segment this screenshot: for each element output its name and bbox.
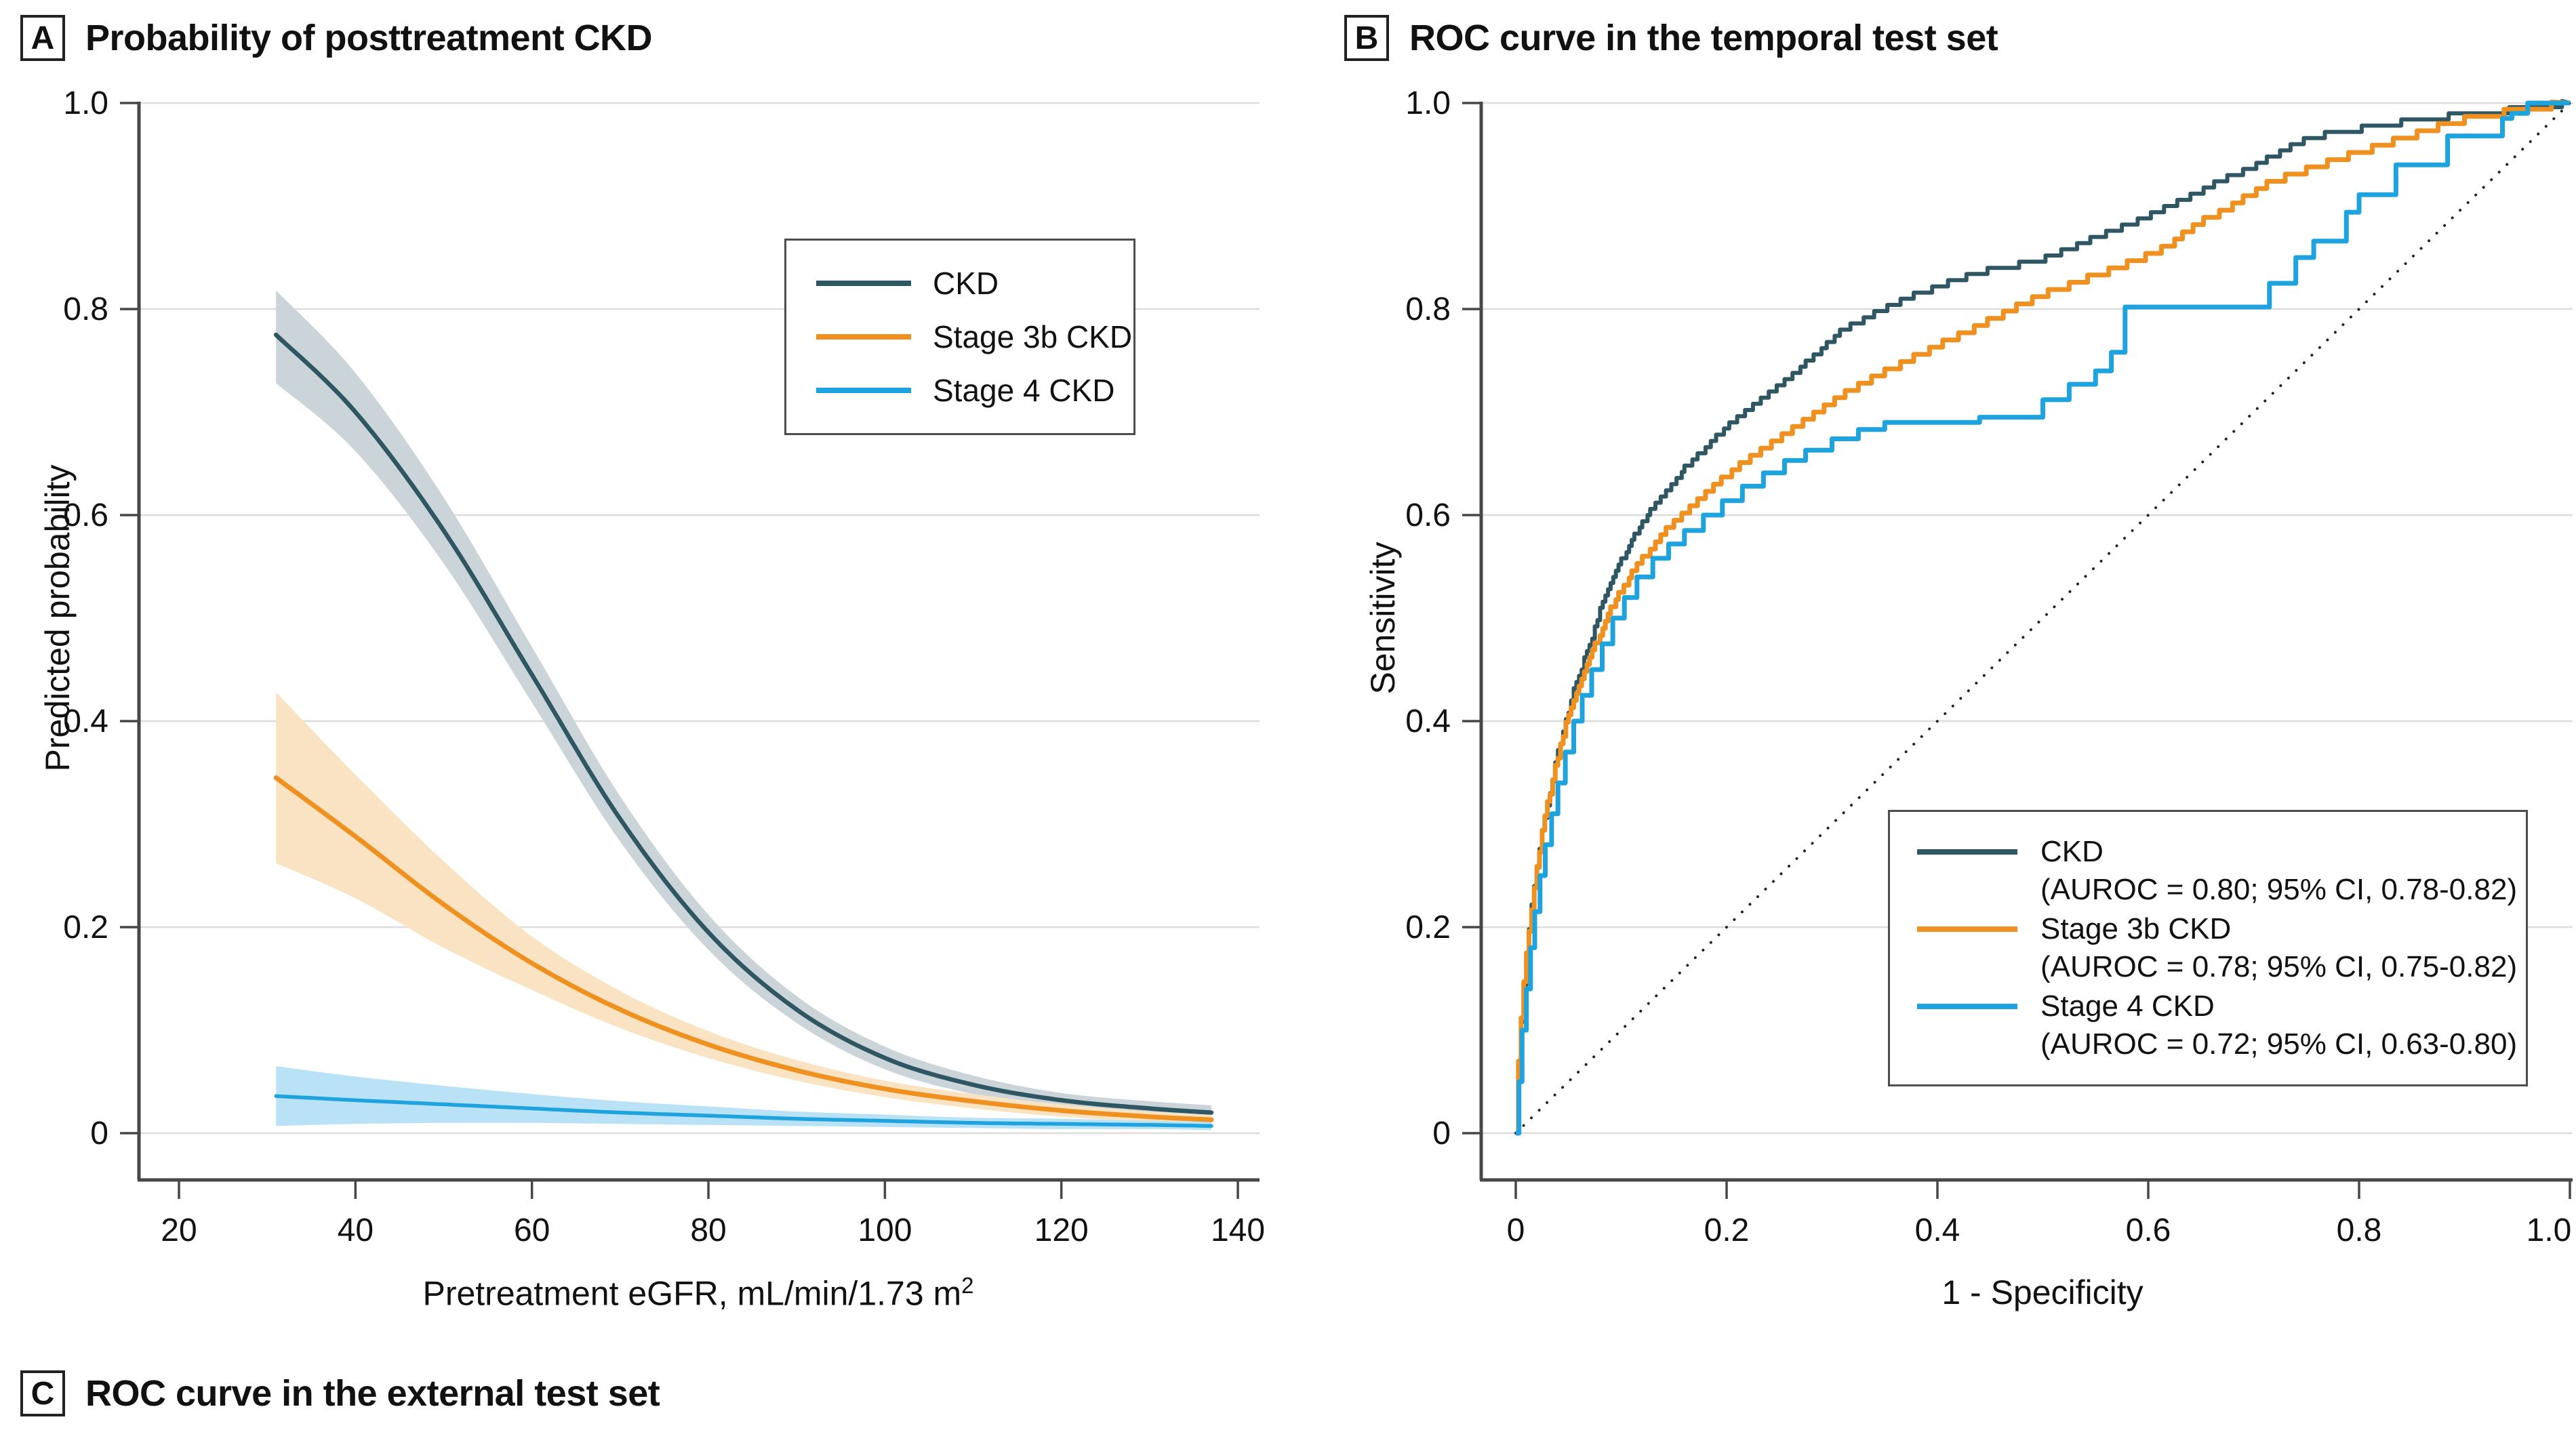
svg-text:140: 140 <box>1211 1212 1265 1248</box>
svg-text:40: 40 <box>338 1212 374 1248</box>
roc-curve-Stage 3b CKD <box>1516 100 2571 1136</box>
svg-text:0: 0 <box>90 1116 108 1151</box>
svg-text:0.6: 0.6 <box>1405 497 1451 533</box>
svg-text:0: 0 <box>1432 1116 1451 1151</box>
panel-a-x-axis-title: Pretreatment eGFR, mL/min/1.73 m2 <box>422 1273 973 1313</box>
legend-label: Stage 3b CKD <box>2040 912 2232 945</box>
panel-a-title: Probability of posttreatment CKD <box>85 18 653 58</box>
legend-auroc-text: (AUROC = 0.80; 95% CI, 0.78-0.82) <box>2040 873 2518 906</box>
svg-text:0.4: 0.4 <box>1405 703 1451 739</box>
svg-text:1.0: 1.0 <box>1405 85 1451 121</box>
svg-text:120: 120 <box>1034 1212 1089 1248</box>
svg-text:20: 20 <box>161 1212 197 1248</box>
svg-text:0.4: 0.4 <box>63 703 108 739</box>
svg-text:0.6: 0.6 <box>63 497 108 533</box>
svg-text:0.2: 0.2 <box>1405 910 1451 945</box>
panel-c-title: ROC curve in the external test set <box>85 1373 660 1414</box>
legend-line-swatch <box>1917 1004 2017 1009</box>
svg-text:0.2: 0.2 <box>63 910 108 945</box>
svg-text:0.4: 0.4 <box>1915 1212 1960 1248</box>
legend-item-stage-4-ckd: Stage 4 CKD (AUROC = 0.72; 95% CI, 0.63-0… <box>1917 989 2518 1061</box>
panel-a-x-axis-title-text: Pretreatment eGFR, mL/min/1.73 m <box>422 1274 962 1313</box>
svg-text:0.2: 0.2 <box>1704 1212 1750 1248</box>
svg-text:1.0: 1.0 <box>2527 1212 2572 1248</box>
legend-item-ckd: CKD (AUROC = 0.80; 95% CI, 0.78-0.82) <box>1917 835 2518 907</box>
panel-b-y-axis-title: Sensitivity <box>1364 542 1402 695</box>
panel-a-plot: 20 40 60 80 100 120 140 0 0.2 0.4 0.6 0.8 1.0 <box>63 85 1265 1248</box>
svg-text:60: 60 <box>514 1212 550 1248</box>
panel-a-letter: A <box>20 15 65 61</box>
mean-line-Stage 4 CKD <box>274 1094 1213 1128</box>
legend-auroc-text: (AUROC = 0.72; 95% CI, 0.63-0.80) <box>2040 1027 2518 1061</box>
panel-a-y-axis-title: Predicted probability <box>39 464 77 772</box>
legend-item-ckd: CKD <box>816 265 1104 302</box>
svg-text:0.8: 0.8 <box>63 291 108 327</box>
panel-c-header: C ROC curve in the external test set <box>20 1370 660 1416</box>
legend-line-swatch <box>1917 926 2017 932</box>
panel-a-legend: CKD Stage 3b CKD Stage 4 CKD <box>784 239 1135 435</box>
legend-line-swatch <box>816 281 911 286</box>
panel-b-plot: 0 0.2 0.4 0.6 0.8 1.0 0 0.2 0.4 0.6 0.8 1.0 <box>1405 85 2573 1248</box>
roc-curve-Stage 4 CKD <box>1516 100 2570 1136</box>
svg-text:0.6: 0.6 <box>2126 1212 2171 1248</box>
mean-line-Stage 3b CKD <box>273 775 1214 1122</box>
legend-line-swatch <box>816 334 911 340</box>
legend-label: Stage 4 CKD <box>933 373 1115 408</box>
legend-item-stage-4-ckd: Stage 4 CKD <box>816 372 1114 409</box>
legend-auroc-text: (AUROC = 0.78; 95% CI, 0.75-0.82) <box>2040 950 2518 983</box>
svg-text:0.8: 0.8 <box>1405 291 1451 327</box>
mean-line-CKD <box>273 332 1214 1115</box>
svg-text:1.0: 1.0 <box>63 85 108 121</box>
legend-item-stage-3b-ckd: Stage 3b CKD <box>816 319 1132 355</box>
svg-text:100: 100 <box>858 1212 912 1248</box>
legend-label: Stage 3b CKD <box>933 319 1133 354</box>
legend-line-swatch <box>1917 849 2017 855</box>
svg-text:80: 80 <box>690 1212 726 1248</box>
panel-b-header: B ROC curve in the temporal test set <box>1344 15 1998 61</box>
svg-text:0.8: 0.8 <box>2337 1212 2382 1248</box>
ci-band-Stage 4 CKD <box>276 1066 1212 1130</box>
legend-label: CKD <box>933 266 999 301</box>
svg-text:0: 0 <box>1507 1212 1525 1248</box>
panel-b-letter: B <box>1344 15 1389 61</box>
ci-band-CKD <box>276 290 1212 1120</box>
panel-c-letter: C <box>20 1370 65 1416</box>
legend-item-stage-3b-ckd: Stage 3b CKD (AUROC = 0.78; 95% CI, 0.75-… <box>1917 912 2518 984</box>
legend-label: CKD <box>2040 835 2104 868</box>
ci-band-Stage 3b CKD <box>276 692 1212 1125</box>
panel-b-legend: CKD (AUROC = 0.80; 95% CI, 0.78-0.82) Stag… <box>1888 810 2528 1086</box>
panel-a-x-axis-title-sup: 2 <box>961 1273 974 1298</box>
panel-b-title: ROC curve in the temporal test set <box>1409 18 1998 58</box>
legend-label: Stage 4 CKD <box>2040 989 2215 1023</box>
panel-b-x-axis-title: 1 - Specificity <box>1941 1273 2144 1311</box>
panel-a-header: A Probability of posttreatment CKD <box>20 15 653 61</box>
legend-line-swatch <box>816 388 911 393</box>
